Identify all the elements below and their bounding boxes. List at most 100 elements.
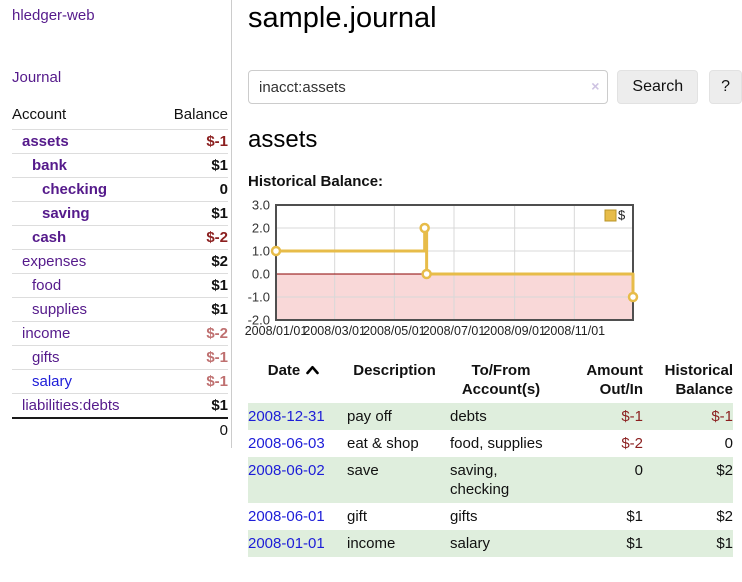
account-link[interactable]: supplies — [32, 301, 88, 318]
transaction-accounts: debts — [450, 408, 487, 425]
account-row: gifts $-1 — [12, 345, 228, 370]
help-button[interactable]: ? — [709, 70, 742, 104]
account-balance: 0 — [155, 177, 228, 202]
register-row: 2008-01-01 income salary $1 $1 — [248, 530, 733, 557]
transaction-description: pay off — [347, 408, 392, 425]
transaction-description: income — [347, 535, 396, 552]
accounts-total-row: 0 — [12, 417, 228, 442]
y-axis-tick-label: 2.0 — [252, 221, 270, 236]
search-button[interactable]: Search — [617, 70, 699, 104]
account-link[interactable]: expenses — [22, 253, 87, 270]
accounts-table-header: Account Balance — [12, 104, 228, 130]
chart-heading: Historical Balance: — [248, 173, 384, 190]
transaction-balance: $-1 — [711, 408, 733, 425]
accounts-table-body: assets $-1 bank $1 checking 0 saving $1 cash $-2 e… — [12, 129, 228, 418]
account-link[interactable]: assets — [22, 133, 69, 150]
x-axis-tick-label: 2008/03/01 — [303, 324, 366, 338]
sidebar: hledger-web Journal Account Balance asse… — [0, 0, 232, 448]
y-axis-tick-label: 3.0 — [252, 198, 270, 213]
account-row: checking 0 — [12, 177, 228, 202]
account-link[interactable]: salary — [32, 373, 73, 390]
account-row: assets $-1 — [12, 129, 228, 154]
accounts-total-value: 0 — [155, 417, 228, 442]
accounts-table: Account Balance assets $-1 bank $1 checking 0… — [12, 104, 228, 442]
accounts-header-account: Account — [12, 106, 67, 123]
transaction-description: gift — [347, 508, 368, 525]
transaction-date-link[interactable]: 2008-06-01 — [248, 508, 325, 525]
transaction-amount: $-2 — [621, 435, 643, 452]
register-table: Date Description To/From Account(s) Amount Ou… — [248, 359, 733, 557]
register-row: 2008-12-31 pay off debts $-1 $-1 — [248, 403, 733, 430]
account-balance: $1 — [155, 393, 228, 418]
account-balance: $-1 — [155, 345, 228, 370]
data-point-marker — [270, 245, 282, 257]
account-balance: $1 — [155, 153, 228, 178]
legend-swatch — [604, 209, 617, 222]
search-input[interactable] — [248, 70, 609, 104]
register-row: 2008-06-03 eat & shop food, supplies $-2 0 — [248, 430, 733, 457]
account-link[interactable]: liabilities:debts — [22, 397, 120, 414]
transaction-description: eat & shop — [347, 435, 419, 452]
sort-ascending-icon — [306, 361, 320, 380]
account-balance: $-1 — [155, 369, 228, 394]
transaction-accounts: food, supplies — [450, 435, 543, 452]
app-brand-link[interactable]: hledger-web — [12, 7, 95, 24]
register-row: 2008-06-02 save saving, checking 0 $2 — [248, 457, 733, 503]
x-axis-tick-label: 2008/11/01 — [543, 324, 605, 338]
transaction-description: save — [347, 462, 379, 479]
sidebar-item-journal[interactable]: Journal — [12, 69, 62, 86]
account-balance: $1 — [155, 201, 228, 226]
account-row: liabilities:debts $1 — [12, 393, 228, 418]
transaction-balance: $2 — [716, 462, 733, 479]
transaction-accounts: salary — [450, 535, 491, 552]
account-row: supplies $1 — [12, 297, 228, 322]
account-row: expenses $2 — [12, 249, 228, 274]
transaction-amount: $1 — [626, 508, 643, 525]
search-form: × Search ? — [248, 70, 742, 104]
account-link[interactable]: cash — [32, 229, 67, 246]
account-row: income $-2 — [12, 321, 228, 346]
account-link[interactable]: food — [32, 277, 62, 294]
transaction-date-link[interactable]: 2008-12-31 — [248, 408, 325, 425]
account-balance: $2 — [155, 249, 228, 274]
transaction-date-link[interactable]: 2008-06-03 — [248, 435, 325, 452]
account-link[interactable]: checking — [42, 181, 108, 198]
account-balance: $-2 — [155, 321, 228, 346]
y-axis-tick-label: -1.0 — [248, 290, 270, 305]
account-link[interactable]: gifts — [32, 349, 60, 366]
transaction-accounts: gifts — [450, 508, 478, 525]
transaction-date-link[interactable]: 2008-01-01 — [248, 535, 325, 552]
account-row: saving $1 — [12, 201, 228, 226]
search-input-wrap: × — [248, 70, 609, 104]
register-header-amount: Amount Out/In — [586, 362, 643, 398]
y-axis-tick-label: -2.0 — [248, 313, 270, 328]
transaction-balance: $2 — [716, 508, 733, 525]
account-link[interactable]: saving — [42, 205, 90, 222]
transaction-date-link[interactable]: 2008-06-02 — [248, 462, 325, 479]
x-axis-tick-label: 2008/07/01 — [423, 324, 486, 338]
account-row: salary $-1 — [12, 369, 228, 394]
account-balance: $-1 — [155, 129, 228, 154]
account-row: cash $-2 — [12, 225, 228, 250]
x-axis-tick-label: 2008/09/01 — [483, 324, 546, 338]
transaction-balance: $1 — [716, 535, 733, 552]
account-link[interactable]: income — [22, 325, 71, 342]
clear-search-icon[interactable]: × — [591, 78, 600, 94]
y-axis-tick-label: 0.0 — [252, 267, 270, 282]
data-point-marker — [419, 222, 430, 234]
data-point-marker — [421, 268, 432, 280]
accounts-header-balance: Balance — [173, 106, 228, 123]
register-header-description: Description — [353, 362, 436, 379]
account-row: bank $1 — [12, 153, 228, 178]
transaction-accounts: saving, checking — [450, 462, 510, 498]
register-header-historical: Historical Balance — [664, 362, 733, 398]
register-header-date: Date — [248, 359, 347, 403]
account-row: food $1 — [12, 273, 228, 298]
historical-balance-chart: 3.0 2.0 1.0 0.0 -1.0 -2.0 2008/01/01 2008/03/01… — [245, 198, 640, 346]
account-balance: $-2 — [155, 225, 228, 250]
account-link[interactable]: bank — [32, 157, 68, 174]
register-header-tofrom: To/From Account(s) — [461, 362, 541, 398]
register-header-row: Date Description To/From Account(s) Amount Ou… — [248, 359, 733, 403]
transaction-amount: $-1 — [621, 408, 643, 425]
chart-canvas: 3.0 2.0 1.0 0.0 -1.0 -2.02008/01/012008/03/01… — [245, 198, 639, 338]
